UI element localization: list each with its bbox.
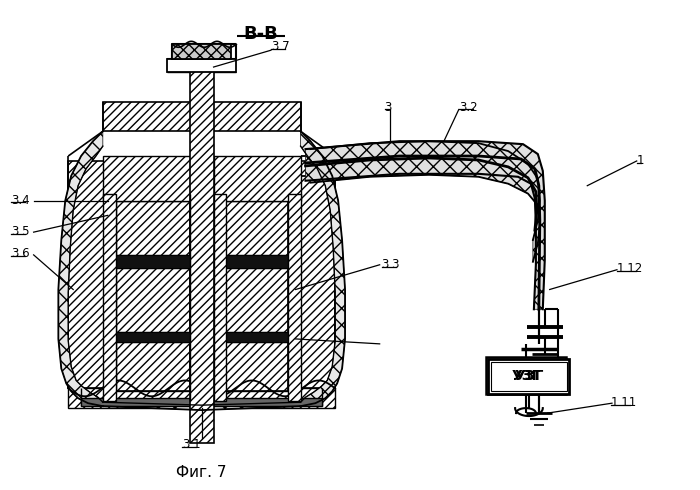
Bar: [214, 156, 300, 200]
Text: 3.2: 3.2: [458, 100, 477, 114]
Bar: [172, 44, 232, 59]
Text: УЗГ: УЗГ: [514, 369, 544, 384]
Polygon shape: [300, 131, 345, 406]
Text: УЗГ: УЗГ: [511, 368, 540, 383]
Bar: [167, 59, 237, 72]
Bar: [190, 57, 214, 443]
Bar: [68, 161, 116, 389]
Bar: [68, 389, 335, 408]
Bar: [214, 332, 288, 342]
Bar: [116, 332, 190, 342]
Bar: [214, 255, 288, 268]
Text: В-В: В-В: [244, 24, 279, 43]
Bar: [288, 161, 335, 389]
Text: 1.12: 1.12: [617, 262, 643, 275]
Bar: [116, 268, 190, 332]
Bar: [214, 268, 288, 332]
Polygon shape: [311, 141, 540, 262]
Bar: [214, 200, 288, 255]
Polygon shape: [58, 131, 103, 406]
Text: Фиг. 7: Фиг. 7: [176, 466, 227, 481]
Text: 3.4: 3.4: [11, 194, 29, 207]
Bar: [103, 101, 300, 131]
Bar: [103, 156, 190, 200]
Text: 1.11: 1.11: [611, 396, 637, 409]
Text: 3.5: 3.5: [11, 225, 29, 238]
Polygon shape: [305, 141, 545, 309]
Text: 1: 1: [637, 154, 644, 167]
Bar: [486, 357, 566, 394]
Bar: [214, 342, 288, 392]
Bar: [81, 398, 322, 406]
Bar: [214, 194, 226, 401]
Bar: [491, 362, 566, 392]
Bar: [288, 194, 300, 401]
Bar: [116, 200, 190, 255]
Bar: [116, 342, 190, 392]
Polygon shape: [103, 402, 300, 410]
Bar: [489, 359, 570, 394]
Bar: [116, 255, 190, 268]
Text: 3.6: 3.6: [11, 247, 29, 260]
Text: 3: 3: [384, 100, 392, 114]
Text: 3.1: 3.1: [182, 438, 201, 451]
Bar: [103, 194, 116, 401]
Text: 3.7: 3.7: [271, 40, 290, 53]
Text: 3.3: 3.3: [382, 258, 400, 271]
